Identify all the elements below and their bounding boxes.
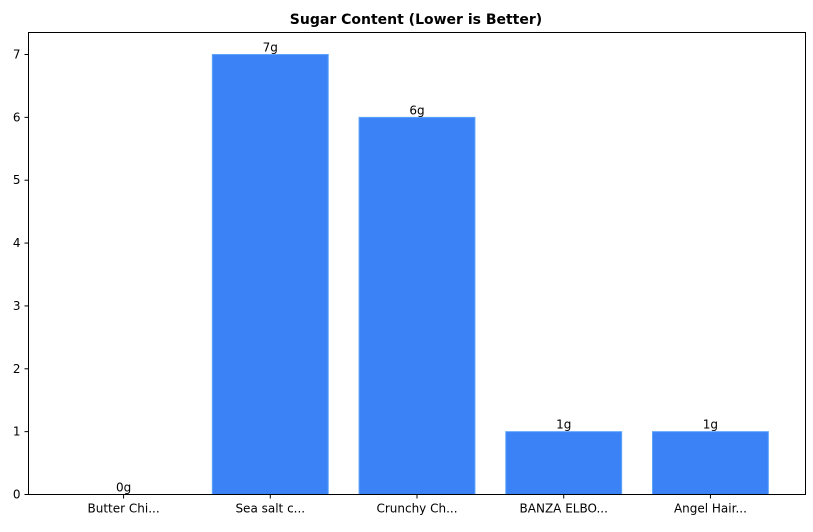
chart-title: Sugar Content (Lower is Better) [290, 12, 542, 28]
y-tick-label: 0 [13, 488, 21, 502]
x-tick-label: Angel Hair... [674, 502, 747, 516]
data-label: 1g [556, 418, 571, 432]
x-tick-label: Crunchy Ch... [376, 502, 457, 516]
x-tick-label: BANZA ELBO... [520, 502, 608, 516]
x-tick-label: Butter Chi... [88, 502, 160, 516]
y-tick-label: 3 [13, 299, 21, 313]
data-label: 0g [116, 481, 131, 495]
data-label: 7g [263, 41, 278, 55]
plot-frame [28, 32, 806, 495]
y-tick-label: 2 [13, 362, 21, 376]
data-label: 1g [703, 418, 718, 432]
y-tick-label: 1 [13, 425, 21, 439]
y-tick-label: 5 [13, 173, 21, 187]
x-tick-label: Sea salt c... [235, 502, 305, 516]
data-label: 6g [409, 103, 424, 117]
y-tick-label: 6 [13, 110, 21, 124]
y-tick-label: 4 [13, 236, 21, 250]
bar [505, 431, 623, 495]
bar [211, 54, 329, 495]
y-tick-label: 7 [13, 48, 21, 62]
bar [358, 116, 476, 495]
bar [651, 431, 769, 495]
